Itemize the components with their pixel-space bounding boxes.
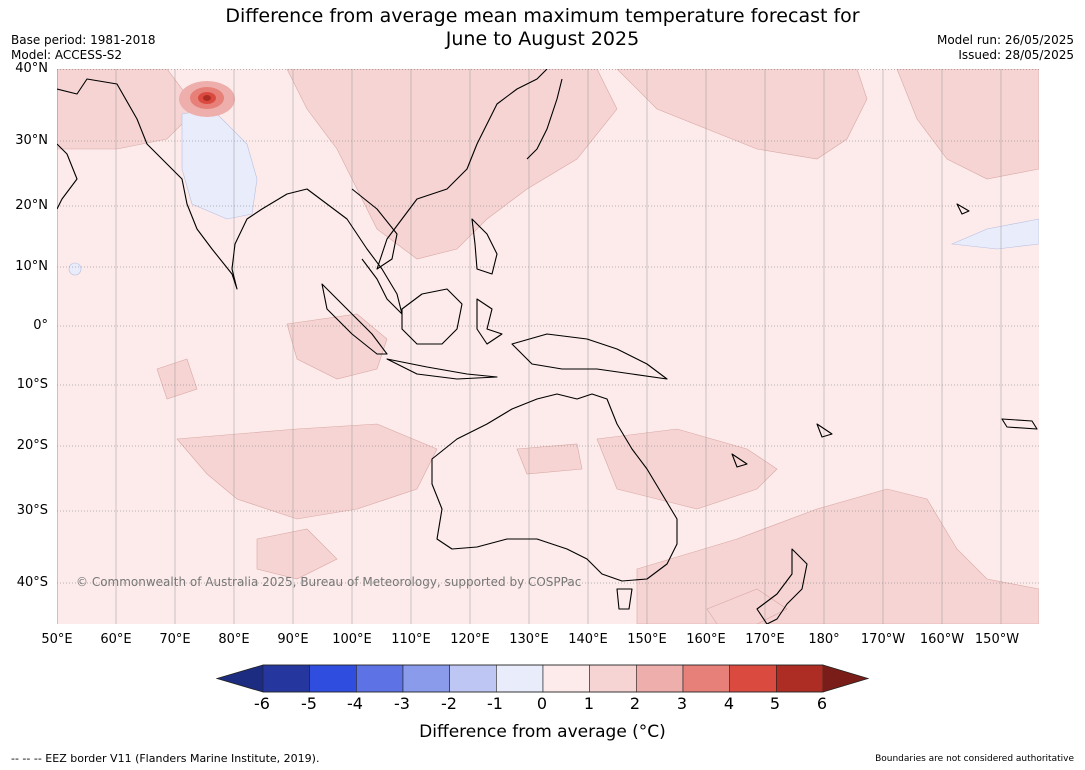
lat-label: 30°N	[15, 133, 48, 148]
base-period: Base period: 1981-2018	[11, 33, 156, 47]
lat-label: 20°S	[16, 438, 48, 453]
colorbar-box	[682, 664, 730, 693]
lon-label: 80°E	[218, 632, 250, 647]
lon-label: 60°E	[100, 632, 132, 647]
colorbar-box	[449, 664, 497, 693]
lat-label: 20°N	[15, 198, 48, 213]
colorbar-box	[262, 664, 310, 693]
eez-border-legend: -- -- -- EEZ border V11 (Flanders Marine…	[11, 752, 320, 765]
colorbar-tick: -6	[254, 694, 270, 713]
colorbar-tick: 5	[769, 694, 781, 713]
coastlines	[57, 69, 1038, 624]
model-run: Model run: 26/05/2025	[936, 33, 1074, 47]
lon-label: 150°W	[974, 632, 1020, 647]
colorbar-tick: 1	[583, 694, 595, 713]
lat-label: 30°S	[16, 503, 48, 518]
colorbar-boxes	[262, 664, 824, 693]
lon-label: 170°W	[860, 632, 906, 647]
lon-label: 120°E	[450, 632, 490, 647]
colorbar-title: Difference from average (°C)	[419, 722, 666, 742]
map-canvas	[57, 69, 1039, 624]
lon-label: 160°W	[919, 632, 965, 647]
lon-label: 110°E	[391, 632, 431, 647]
lat-label: 0°	[33, 318, 48, 333]
lon-label: 90°E	[277, 632, 309, 647]
lon-label: 150°E	[627, 632, 667, 647]
colorbar-tick: 0	[536, 694, 548, 713]
lon-label: 100°E	[332, 632, 372, 647]
colorbar-tick: 2	[629, 694, 641, 713]
colorbar-box	[542, 664, 590, 693]
lon-label: 170°E	[745, 632, 785, 647]
lon-label: 160°E	[686, 632, 726, 647]
title-line-2: June to August 2025	[445, 28, 640, 50]
lon-label: 70°E	[159, 632, 191, 647]
colorbar-tick: 6	[816, 694, 828, 713]
colorbar-box	[356, 664, 404, 693]
lon-label: 50°E	[41, 632, 73, 647]
colorbar-box	[729, 664, 777, 693]
colorbar-tick: -4	[347, 694, 363, 713]
colorbar-tick: -5	[301, 694, 317, 713]
colorbar-box	[402, 664, 450, 693]
colorbar-box	[636, 664, 684, 693]
colorbar-tick: 4	[723, 694, 735, 713]
anomaly-negative-regions	[68, 108, 1039, 276]
lat-label: 10°S	[16, 377, 48, 392]
colorbar-tick: 3	[676, 694, 688, 713]
lat-label: 40°N	[15, 61, 48, 76]
colorbar	[216, 664, 870, 693]
forecast-map: © Commonwealth of Australia 2025, Bureau…	[57, 69, 1039, 624]
anomaly-hotspot	[179, 81, 235, 117]
model-name: Model: ACCESS-S2	[11, 48, 123, 62]
colorbar-tick: -3	[394, 694, 410, 713]
colorbar-tick: -2	[441, 694, 457, 713]
colorbar-box	[589, 664, 637, 693]
colorbar-tick: -1	[487, 694, 503, 713]
anomaly-1-2-regions	[57, 69, 1039, 624]
lat-label: 10°N	[15, 259, 48, 274]
colorbar-box	[496, 664, 544, 693]
colorbar-box	[776, 664, 824, 693]
copyright-notice: © Commonwealth of Australia 2025, Bureau…	[76, 575, 582, 589]
lon-label: 140°E	[568, 632, 608, 647]
lon-label: 130°E	[509, 632, 549, 647]
lat-label: 40°S	[16, 575, 48, 590]
lon-label: 180°	[808, 632, 840, 647]
colorbar-high-extend	[823, 665, 868, 692]
title-line-1: Difference from average mean maximum tem…	[225, 5, 860, 27]
colorbar-box	[309, 664, 357, 693]
longitude-gridlines	[57, 69, 1002, 624]
boundaries-disclaimer: Boundaries are not considered authoritat…	[875, 754, 1074, 764]
issued-date: Issued: 28/05/2025	[958, 48, 1074, 62]
colorbar-low-extend	[217, 665, 263, 692]
